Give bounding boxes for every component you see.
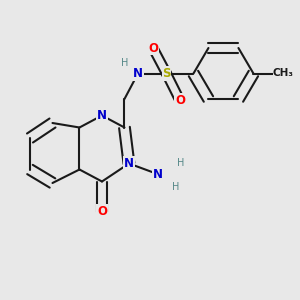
Text: N: N: [133, 67, 143, 80]
Text: O: O: [148, 41, 158, 55]
Text: H: H: [177, 158, 184, 169]
Text: O: O: [97, 205, 107, 218]
Text: CH₃: CH₃: [273, 68, 294, 79]
Text: H: H: [172, 182, 180, 193]
Text: N: N: [124, 157, 134, 170]
Text: N: N: [152, 167, 163, 181]
Text: N: N: [97, 109, 107, 122]
Text: O: O: [175, 94, 185, 107]
Text: S: S: [162, 67, 171, 80]
Text: H: H: [121, 58, 128, 68]
